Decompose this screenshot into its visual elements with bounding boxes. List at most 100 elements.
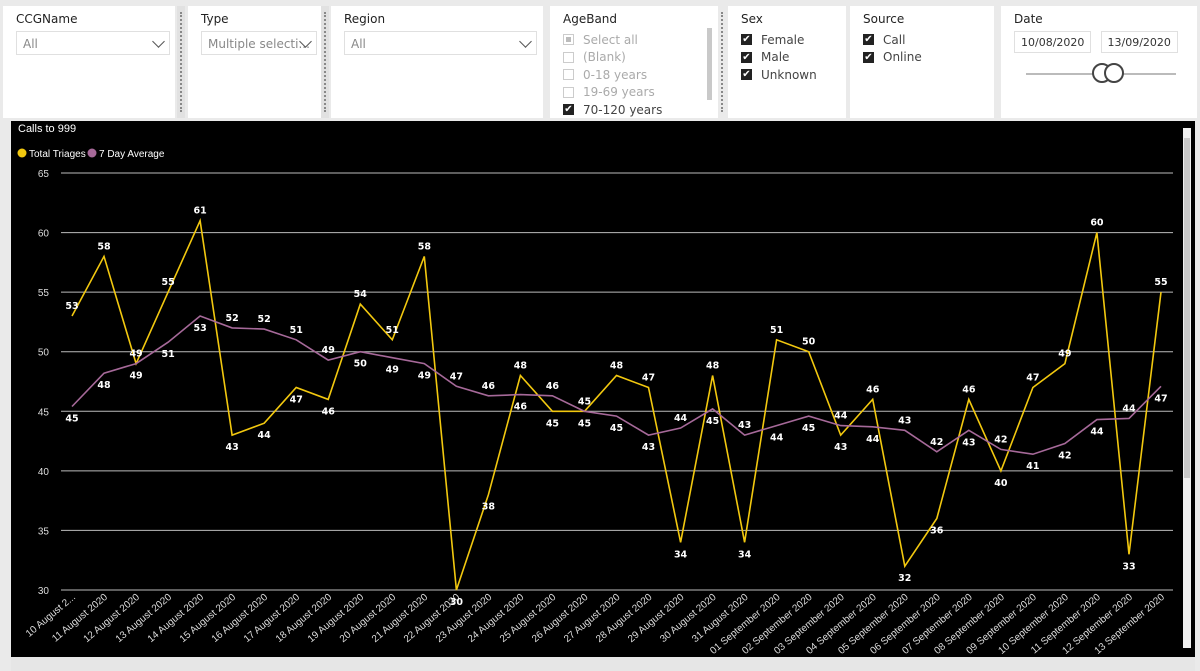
- sex-option[interactable]: ✔ Unknown: [741, 66, 833, 84]
- data-label-total: 58: [97, 241, 111, 252]
- checkbox[interactable]: ✔: [741, 51, 752, 63]
- y-tick-label: 30: [38, 586, 50, 597]
- data-label-average: 45: [706, 416, 719, 427]
- data-label-total: 54: [354, 289, 368, 300]
- chart-horizontal-scrollbar[interactable]: [11, 657, 1195, 671]
- data-label-average: 46: [482, 381, 496, 392]
- data-label-total: 38: [482, 502, 496, 513]
- data-label-average: 45: [610, 423, 623, 434]
- data-label-total: 30: [450, 597, 464, 608]
- x-tick-label: 27 August 2020: [562, 592, 623, 645]
- ageband-slicer: AgeBand Select all (Blank) 0-18 years 19-69…: [550, 6, 718, 118]
- resize-handle[interactable]: [721, 12, 725, 112]
- data-label-total: 58: [418, 241, 432, 252]
- sex-option-label: Male: [761, 50, 790, 65]
- data-label-total: 53: [65, 301, 78, 312]
- data-label-total: 60: [1090, 218, 1104, 229]
- sex-option[interactable]: ✔ Female: [741, 31, 833, 49]
- data-label-average: 53: [194, 323, 207, 334]
- source-slicer-title: Source: [863, 12, 905, 26]
- checkbox[interactable]: [563, 86, 574, 98]
- chevron-down-icon: [519, 35, 532, 48]
- data-label-average: 46: [546, 381, 560, 392]
- ageband-option[interactable]: 0-18 years: [563, 66, 705, 84]
- date-end-input[interactable]: 13/09/2020: [1100, 31, 1178, 53]
- resize-handle[interactable]: [180, 12, 184, 112]
- scrollbar-thumb[interactable]: [1184, 138, 1190, 478]
- data-label-average: 45: [802, 423, 815, 434]
- data-label-total: 46: [962, 384, 976, 395]
- checkbox[interactable]: ✔: [563, 104, 574, 116]
- checkbox[interactable]: [563, 34, 574, 46]
- data-label-total: 36: [930, 526, 944, 537]
- y-tick-label: 65: [38, 169, 50, 180]
- ageband-option-label: (Blank): [583, 50, 626, 65]
- type-dropdown[interactable]: Multiple selecti...: [201, 31, 317, 55]
- data-label-average: 48: [97, 380, 111, 391]
- ageband-options: Select all (Blank) 0-18 years 19-69 years ✔ 7…: [563, 31, 705, 119]
- source-slicer: Source ✔ Call ✔ Online: [850, 6, 994, 118]
- data-label-total: 34: [738, 549, 752, 560]
- ageband-option[interactable]: (Blank): [563, 49, 705, 67]
- x-tick-label: 26 August 2020: [530, 592, 591, 645]
- data-label-total: 48: [514, 361, 528, 372]
- x-tick-label: 15 August 2020: [178, 592, 239, 645]
- legend-marker-1: [17, 148, 27, 158]
- data-label-average: 49: [418, 371, 431, 382]
- data-label-total: 61: [194, 206, 207, 217]
- source-option[interactable]: ✔ Call: [863, 31, 981, 49]
- ageband-slicer-title: AgeBand: [563, 12, 618, 26]
- sex-slicer-title: Sex: [741, 12, 763, 26]
- x-tick-label: 17 August 2020: [242, 592, 303, 645]
- data-label-total: 48: [610, 361, 624, 372]
- ageband-option-label: 0-18 years: [583, 67, 648, 82]
- x-tick-label: 24 August 2020: [466, 592, 527, 645]
- x-tick-label: 12 August 2020: [82, 592, 143, 645]
- source-option-label: Call: [883, 32, 906, 47]
- checkbox[interactable]: ✔: [863, 34, 874, 46]
- data-label-average: 42: [930, 437, 943, 448]
- x-tick-label: 16 August 2020: [210, 592, 271, 645]
- ccg-slicer: CCGName All: [3, 6, 175, 118]
- data-label-total: 47: [1026, 372, 1039, 383]
- legend-label-2: 7 Day Average: [99, 149, 165, 160]
- ageband-option[interactable]: 19-69 years: [563, 84, 705, 102]
- data-label-total: 34: [674, 549, 688, 560]
- data-label-total: 45: [546, 418, 559, 429]
- chart-title: Calls to 999: [18, 123, 76, 135]
- checkbox[interactable]: ✔: [741, 69, 752, 81]
- data-label-total: 32: [898, 573, 911, 584]
- data-label-total: 55: [161, 277, 174, 288]
- region-slicer: Region All: [331, 6, 543, 118]
- sex-slicer: Sex ✔ Female ✔ Male ✔ Unknown: [728, 6, 846, 118]
- data-label-average: 43: [962, 437, 975, 448]
- chart-vertical-scrollbar[interactable]: [1183, 128, 1191, 648]
- data-label-average: 50: [354, 359, 368, 370]
- data-label-total: 46: [322, 406, 336, 417]
- x-tick-label: 13 August 2020: [114, 592, 175, 645]
- checkbox[interactable]: [563, 69, 574, 81]
- ageband-option[interactable]: ✔ 70-120 years: [563, 101, 705, 119]
- type-slicer-title: Type: [201, 12, 229, 26]
- data-label-average: 43: [738, 420, 751, 431]
- sex-option[interactable]: ✔ Male: [741, 49, 833, 67]
- data-label-average: 52: [258, 314, 271, 325]
- resize-handle[interactable]: [324, 12, 328, 112]
- x-tick-label: 11 August 2020: [50, 592, 110, 645]
- ccg-dropdown[interactable]: All: [16, 31, 170, 55]
- type-slicer: Type Multiple selecti...: [188, 6, 328, 118]
- data-label-total: 49: [1058, 349, 1071, 360]
- checkbox[interactable]: ✔: [863, 51, 874, 63]
- data-label-average: 45: [578, 418, 591, 429]
- source-option[interactable]: ✔ Online: [863, 49, 981, 67]
- ageband-option[interactable]: Select all: [563, 31, 705, 49]
- data-label-total: 43: [834, 442, 847, 453]
- date-start-input[interactable]: 10/08/2020: [1014, 31, 1092, 53]
- checkbox[interactable]: ✔: [741, 34, 752, 46]
- ageband-scrollbar[interactable]: [707, 28, 712, 100]
- date-slider-handle-end[interactable]: [1104, 63, 1124, 83]
- series-line-2: [71, 315, 1162, 456]
- region-dropdown[interactable]: All: [344, 31, 537, 55]
- checkbox[interactable]: [563, 51, 574, 63]
- data-label-average: 44: [866, 434, 880, 445]
